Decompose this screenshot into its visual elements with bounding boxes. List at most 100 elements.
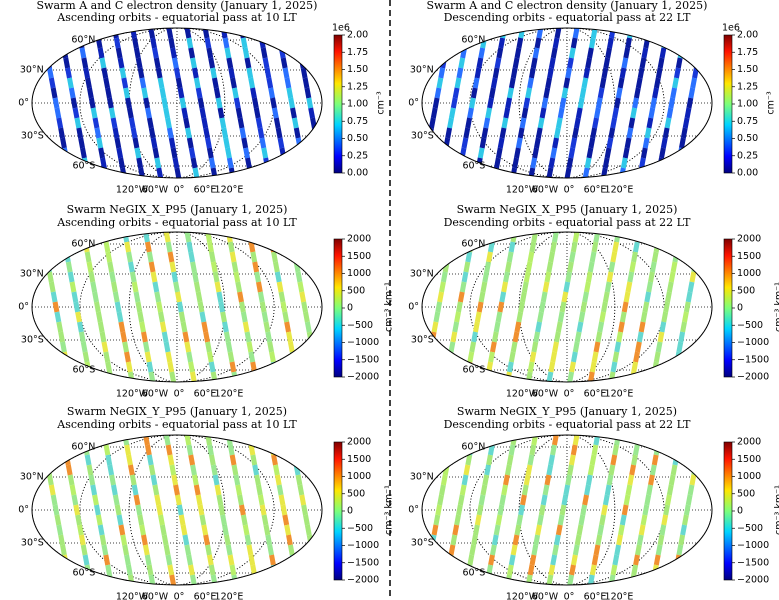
orbit-track bbox=[97, 524, 105, 536]
orbit-track bbox=[610, 454, 618, 466]
orbit-track bbox=[188, 147, 196, 159]
orbit-track bbox=[134, 147, 142, 159]
orbit-track bbox=[125, 564, 133, 576]
orbit-track bbox=[587, 371, 595, 382]
orbit-track bbox=[618, 321, 625, 333]
orbit-track bbox=[593, 341, 601, 353]
colorbar-tick-label: 1500 bbox=[737, 454, 761, 465]
orbit-track bbox=[486, 251, 493, 263]
orbit-track bbox=[75, 311, 82, 323]
orbit-track bbox=[239, 301, 246, 313]
orbit-track bbox=[250, 454, 258, 466]
orbit-track bbox=[271, 107, 279, 119]
orbit-track bbox=[312, 361, 320, 373]
colorbar-tick-label: −1500 bbox=[347, 557, 379, 568]
orbit-track bbox=[325, 88, 327, 98]
orbit-track bbox=[289, 444, 297, 456]
orbit-track bbox=[623, 47, 631, 59]
colorbar-tick-label: −1000 bbox=[737, 337, 769, 348]
orbit-track bbox=[210, 574, 218, 585]
orbit-track bbox=[539, 107, 547, 119]
orbit-track bbox=[80, 341, 88, 353]
orbit-track bbox=[240, 514, 248, 526]
orbit-track bbox=[444, 454, 452, 466]
orbit-track bbox=[683, 301, 691, 313]
colorbar-tick-label: −1000 bbox=[347, 337, 379, 348]
orbit-track bbox=[212, 474, 220, 486]
orbit-track bbox=[655, 67, 663, 79]
colorbar-tick-label: 0.00 bbox=[737, 168, 758, 179]
orbit-track bbox=[156, 167, 164, 178]
orbit-track bbox=[683, 504, 691, 516]
orbit-track bbox=[93, 28, 101, 39]
orbit-track bbox=[535, 127, 543, 139]
orbit-track bbox=[625, 37, 632, 49]
orbit-track bbox=[646, 117, 654, 129]
orbit-track bbox=[697, 37, 705, 49]
orbit-track bbox=[550, 351, 558, 363]
orbit-track bbox=[274, 474, 282, 486]
lon-label: 120°W bbox=[116, 592, 149, 600]
orbit-track bbox=[456, 301, 463, 313]
orbit-track bbox=[608, 127, 616, 139]
orbit-track bbox=[559, 301, 567, 313]
orbit-track bbox=[56, 117, 64, 129]
orbit-track bbox=[137, 67, 145, 79]
orbit-track bbox=[144, 554, 152, 566]
colorbar-tick-label: −2000 bbox=[737, 575, 769, 586]
orbit-track bbox=[135, 504, 143, 516]
orbit-track bbox=[435, 301, 443, 313]
orbit-track bbox=[456, 67, 464, 79]
orbit-track bbox=[554, 28, 562, 39]
orbit-track bbox=[282, 67, 290, 79]
orbit-track bbox=[177, 87, 185, 99]
orbit-track bbox=[148, 574, 156, 585]
orbit-track bbox=[229, 251, 237, 263]
orbit-track bbox=[659, 524, 667, 536]
orbit-track bbox=[205, 137, 212, 149]
orbit-track bbox=[568, 47, 576, 59]
orbit-track bbox=[88, 474, 96, 486]
orbit-track bbox=[620, 157, 628, 169]
orbit-track bbox=[443, 137, 451, 149]
orbit-track bbox=[602, 157, 610, 169]
orbit-track bbox=[265, 534, 273, 546]
orbit-track bbox=[589, 361, 597, 373]
orbit-track bbox=[448, 341, 456, 353]
orbit-track bbox=[510, 341, 518, 353]
map-outline bbox=[31, 27, 323, 179]
orbit-track bbox=[192, 474, 199, 486]
orbit-track bbox=[673, 67, 681, 79]
orbit-track bbox=[572, 28, 580, 39]
orbit-track bbox=[231, 261, 239, 273]
panel-title: Swarm A and C electron density (January … bbox=[37, 0, 318, 12]
orbit-track bbox=[195, 291, 203, 303]
orbit-track bbox=[642, 137, 650, 149]
orbit-track bbox=[585, 271, 593, 283]
colorbar-offset: 1e6 bbox=[722, 23, 740, 34]
orbit-track bbox=[152, 484, 160, 496]
orbit-track bbox=[223, 331, 231, 343]
orbit-track bbox=[145, 107, 152, 119]
orbit-track bbox=[687, 281, 695, 293]
lon-label: 60°W bbox=[532, 389, 559, 400]
orbit-track bbox=[190, 464, 197, 476]
orbit-track bbox=[587, 47, 594, 59]
orbit-track bbox=[317, 57, 322, 69]
orbit-track bbox=[225, 341, 233, 353]
orbit-track bbox=[557, 311, 565, 323]
orbit-track bbox=[208, 251, 216, 263]
orbit-track bbox=[567, 574, 575, 585]
orbit-track bbox=[600, 167, 608, 178]
orbit-track bbox=[244, 57, 252, 69]
orbit-track bbox=[520, 494, 527, 506]
orbit-track bbox=[469, 341, 477, 353]
orbit-track bbox=[250, 87, 257, 99]
orbit-track bbox=[563, 484, 571, 496]
lat-label: 30°N bbox=[20, 65, 44, 76]
orbit-track bbox=[161, 331, 169, 343]
orbit-track bbox=[61, 47, 69, 59]
orbit-track bbox=[567, 371, 575, 382]
orbit-track bbox=[525, 464, 533, 476]
orbit-track bbox=[90, 484, 98, 496]
